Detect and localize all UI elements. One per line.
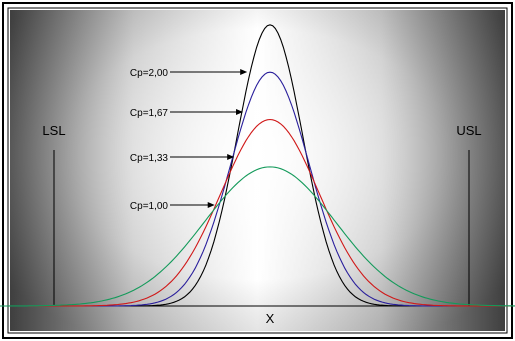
curve-series-2: [0, 71, 515, 307]
curve-series-3: [0, 118, 515, 307]
x-axis-label: X: [266, 311, 275, 326]
usl-label: USL: [456, 123, 481, 138]
curve-series-4: [0, 166, 515, 307]
series-label-3: Cp=1,33: [130, 153, 169, 164]
curve-series-1: [0, 24, 515, 307]
plot-glow: [10, 10, 505, 331]
series-arrow-head-3: [227, 154, 235, 160]
lsl-label: LSL: [42, 123, 65, 138]
series-arrow-head-2: [236, 109, 244, 115]
inner-border: [7, 7, 508, 334]
series-label-1: Cp=2,00: [130, 68, 169, 79]
series-arrow-head-1: [240, 69, 248, 75]
series-arrow-head-4: [207, 202, 215, 208]
series-label-4: Cp=1,00: [130, 201, 169, 212]
series-label-2: Cp=1,67: [130, 108, 169, 119]
